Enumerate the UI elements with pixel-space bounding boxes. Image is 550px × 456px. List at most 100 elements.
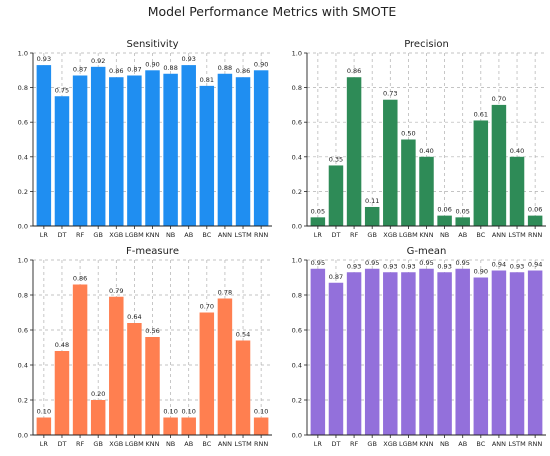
value-label-ann: 0.88 (218, 64, 232, 72)
bar-rf (346, 77, 362, 226)
x-tick-label-lstm: LSTM (508, 231, 525, 239)
bar-bc (473, 277, 489, 435)
value-label-ann: 0.78 (218, 289, 232, 297)
x-tick-label-bc: BC (476, 231, 485, 239)
value-label-knn: 0.56 (145, 327, 159, 335)
value-label-lr: 0.10 (37, 408, 51, 416)
bar-nb (437, 272, 452, 435)
value-label-xgb: 0.79 (109, 287, 123, 295)
bar-rnn (527, 270, 543, 435)
bar-dt (54, 96, 70, 226)
precision-panel: 0.0 0.2 0.4 0.6 0.8 1.0 0.05 LR 0.35 DT 0.86 RF 0.11… (292, 39, 546, 239)
value-label-lr: 0.93 (37, 55, 51, 63)
figure-title: Model Performance Metrics with SMOTE (148, 4, 397, 19)
value-label-ab: 0.95 (455, 259, 469, 267)
bar-xgb (109, 77, 124, 226)
value-label-dt: 0.48 (55, 341, 69, 349)
y-tick-label: 0.6 (292, 327, 302, 335)
bar-nb (163, 73, 178, 226)
bar-dt (328, 165, 344, 226)
value-label-lstm: 0.86 (236, 67, 250, 75)
x-tick-label-gb: GB (367, 440, 377, 448)
y-tick-label: 0.4 (292, 362, 302, 370)
value-label-dt: 0.35 (329, 155, 343, 163)
x-tick-label-bc: BC (202, 231, 211, 239)
x-tick-label-ab: AB (458, 231, 467, 239)
value-label-bc: 0.81 (200, 76, 214, 84)
value-label-bc: 0.70 (200, 303, 214, 311)
x-tick-label-rf: RF (76, 231, 85, 239)
y-tick-label: 0.6 (18, 327, 28, 335)
x-tick-label-gb: GB (93, 231, 103, 239)
bar-rf (346, 272, 362, 435)
bar-lstm (235, 77, 251, 226)
value-label-rf: 0.93 (347, 262, 361, 270)
bar-gb (364, 206, 380, 226)
x-tick-label-lr: LR (314, 231, 323, 239)
chart-title: F-measure (126, 246, 179, 257)
bar-rnn (253, 70, 269, 226)
value-label-lstm: 0.54 (236, 331, 250, 339)
x-tick-label-rf: RF (350, 440, 359, 448)
bar-lgbm (127, 75, 142, 227)
bar-knn (145, 70, 160, 226)
y-tick-label: 0.0 (292, 432, 302, 440)
value-label-rf: 0.86 (347, 67, 361, 75)
bar-ab (455, 268, 470, 435)
y-tick-label: 0.2 (18, 188, 28, 196)
x-tick-label-gb: GB (367, 231, 377, 239)
value-label-nb: 0.10 (163, 408, 177, 416)
y-tick-label: 0.2 (292, 188, 302, 196)
bar-rnn (253, 417, 269, 435)
value-label-xgb: 0.93 (383, 262, 397, 270)
x-tick-label-ann: ANN (492, 231, 506, 239)
value-label-lgbm: 0.93 (401, 262, 415, 270)
x-tick-label-nb: NB (166, 231, 175, 239)
value-label-nb: 0.88 (163, 64, 177, 72)
x-tick-label-ab: AB (184, 231, 193, 239)
y-tick-label: 1.0 (18, 257, 28, 265)
x-tick-label-lstm: LSTM (508, 440, 525, 448)
bar-ann (217, 298, 233, 435)
value-label-knn: 0.90 (145, 60, 159, 68)
value-label-gb: 0.11 (365, 197, 379, 205)
value-label-rnn: 0.10 (254, 408, 268, 416)
y-tick-label: 0.8 (292, 292, 302, 300)
y-tick-label: 0.0 (18, 223, 28, 231)
value-label-xgb: 0.86 (109, 67, 123, 75)
x-tick-label-ab: AB (458, 440, 467, 448)
value-label-ab: 0.93 (181, 55, 195, 63)
bar-lgbm (127, 323, 142, 435)
value-label-bc: 0.61 (474, 110, 488, 118)
bar-lr (310, 217, 326, 226)
bar-xgb (109, 296, 124, 435)
y-tick-label: 0.4 (18, 153, 28, 161)
x-tick-label-rnn: RNN (254, 440, 268, 448)
bar-knn (419, 156, 434, 226)
value-label-lstm: 0.40 (510, 147, 524, 155)
x-tick-label-rf: RF (350, 231, 359, 239)
chart-title: Sensitivity (126, 39, 178, 50)
bar-ab (181, 417, 196, 435)
x-tick-label-bc: BC (476, 440, 485, 448)
bar-lr (310, 268, 326, 435)
value-label-gb: 0.92 (91, 57, 105, 65)
y-tick-label: 0.8 (18, 292, 28, 300)
value-label-nb: 0.06 (437, 206, 451, 214)
x-tick-label-dt: DT (57, 231, 66, 239)
x-tick-label-knn: KNN (146, 440, 160, 448)
y-tick-label: 0.4 (292, 153, 302, 161)
x-tick-label-rnn: RNN (254, 231, 268, 239)
x-tick-label-dt: DT (331, 440, 340, 448)
bar-rf (72, 75, 88, 227)
g-mean-panel: 0.0 0.2 0.4 0.6 0.8 1.0 0.95 LR 0.87 DT 0.93 RF 0.95… (292, 246, 546, 448)
bar-knn (419, 268, 434, 435)
x-tick-label-knn: KNN (146, 231, 160, 239)
value-label-lr: 0.05 (311, 207, 325, 215)
bar-ann (491, 270, 507, 435)
value-label-bc: 0.90 (474, 268, 488, 276)
x-tick-label-lstm: LSTM (234, 440, 251, 448)
value-label-lr: 0.95 (311, 259, 325, 267)
x-tick-label-nb: NB (440, 440, 449, 448)
f-measure-panel: 0.0 0.2 0.4 0.6 0.8 1.0 0.10 LR 0.48 DT 0.86 RF 0.20… (18, 246, 272, 448)
